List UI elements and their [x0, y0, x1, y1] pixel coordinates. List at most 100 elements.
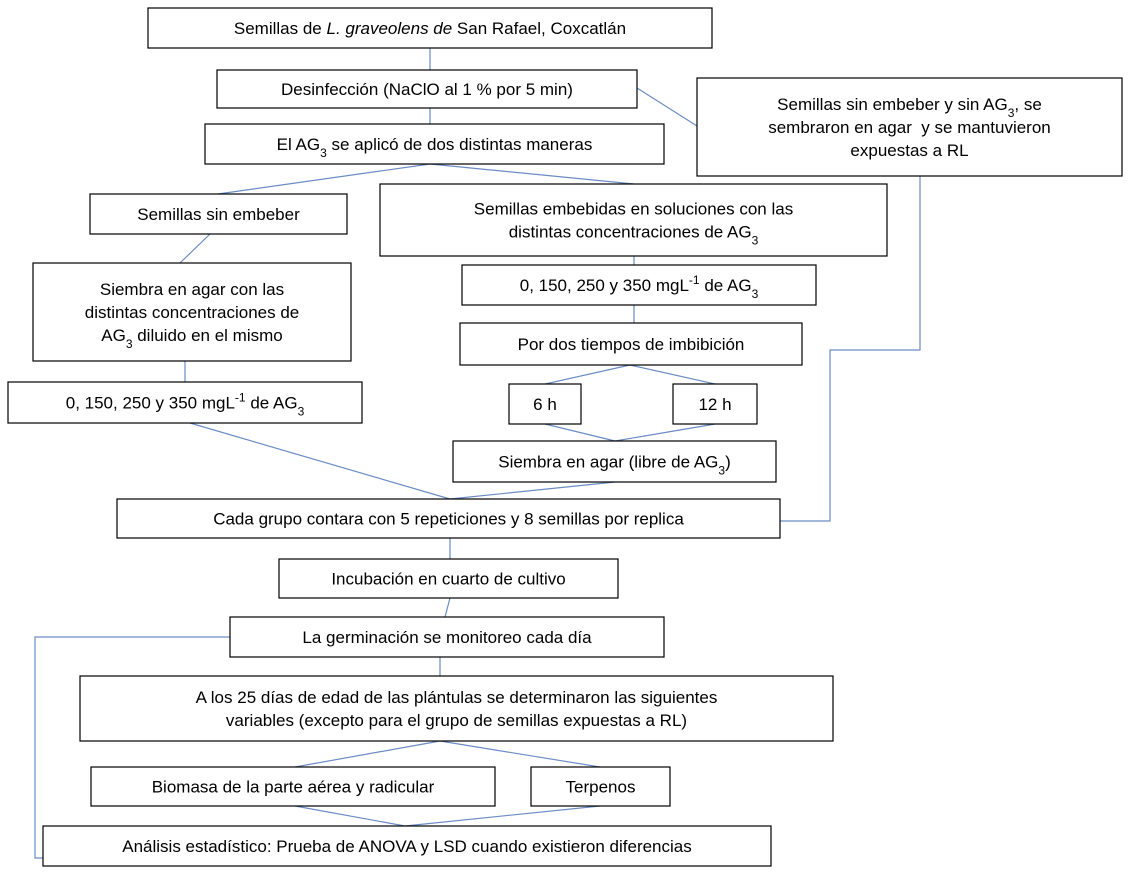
- connector: [544, 364, 631, 385]
- connector: [629, 364, 716, 385]
- node-box: [229, 616, 665, 658]
- connector: [636, 87, 698, 127]
- node: Semillas sin embeber y sin AG3, sesembra…: [696, 77, 1123, 177]
- text-run: 12 h: [698, 395, 731, 414]
- text-run: 3: [126, 337, 133, 351]
- text-run: Semillas sin embeber: [137, 205, 300, 224]
- text-run: variables (excepto para el grupo de semi…: [226, 711, 687, 730]
- node-text: Incubación en cuarto de cultivo: [331, 570, 565, 589]
- text-run: Semillas embebidas en soluciones con las: [474, 200, 793, 219]
- node: A los 25 días de edad de las plántulas s…: [79, 675, 834, 742]
- node-box: [42, 825, 772, 867]
- connector: [614, 423, 716, 442]
- text-run: diluido en el mismo: [133, 326, 283, 345]
- node-box: [116, 498, 781, 539]
- node-box: [672, 383, 758, 425]
- text-run: L. graveolens de: [327, 19, 453, 38]
- node-text: Semillas sin embeber y sin AG3, se: [777, 95, 1042, 120]
- node-text: Semillas de L. graveolens de San Rafael,…: [234, 19, 626, 38]
- text-run: sembraron en agar y se mantuvieron: [768, 118, 1051, 137]
- connector: [294, 805, 406, 827]
- connector: [294, 740, 441, 768]
- node-box: [379, 183, 888, 257]
- node: Siembra en agar (libre de AG3): [452, 440, 777, 483]
- text-run: Semillas sin embeber y sin AG: [777, 95, 1008, 114]
- text-run: 3: [1008, 106, 1015, 120]
- node-text: 0, 150, 250 y 350 mgL-1 de AG3: [520, 273, 759, 301]
- text-run: distintas concentraciones de: [85, 303, 300, 322]
- text-run: Semillas de: [234, 19, 327, 38]
- text-run: ): [725, 453, 731, 472]
- text-run: 6 h: [533, 395, 557, 414]
- text-run: Cada grupo contara con 5 repeticiones y …: [213, 510, 684, 529]
- node: Semillas sin embeber: [89, 193, 348, 235]
- node-text: A los 25 días de edad de las plántulas s…: [196, 688, 718, 707]
- node: 12 h: [672, 383, 758, 425]
- node-text: distintas concentraciones de: [85, 303, 300, 322]
- node-box: [7, 381, 363, 424]
- text-run: Siembra en agar con las: [100, 280, 284, 299]
- text-run: Terpenos: [566, 778, 636, 797]
- node-text: 0, 150, 250 y 350 mgL-1 de AG3: [66, 391, 305, 419]
- node-box: [508, 383, 582, 425]
- text-run: AG: [101, 326, 126, 345]
- node-text: Siembra en agar (libre de AG3): [498, 453, 731, 478]
- node-box: [452, 440, 777, 483]
- text-run: A los 25 días de edad de las plántulas s…: [196, 688, 718, 707]
- node-text: sembraron en agar y se mantuvieron: [768, 118, 1051, 137]
- text-run: Desinfección (NaClO al 1 % por 5 min): [281, 80, 573, 99]
- node-box: [278, 558, 619, 599]
- node-box: [147, 7, 713, 49]
- node-text: expuestas a RL: [850, 141, 968, 160]
- node: El AG3 se aplicó de dos distintas manera…: [204, 123, 665, 165]
- node-box: [459, 322, 803, 366]
- node-box: [32, 262, 352, 362]
- node-box: [461, 264, 817, 306]
- node: 0, 150, 250 y 350 mgL-1 de AG3: [7, 381, 363, 424]
- node: Semillas embebidas en soluciones con las…: [379, 183, 888, 257]
- text-run: 3: [718, 464, 725, 478]
- text-run: -1: [689, 273, 700, 287]
- connector: [189, 422, 451, 500]
- node: 6 h: [508, 383, 582, 425]
- connector: [404, 805, 601, 827]
- text-run: Biomasa de la parte aérea y radicular: [152, 778, 435, 797]
- text-run: La germinación se monitoreo cada día: [302, 628, 592, 647]
- text-run: 3: [752, 234, 759, 248]
- node-text: AG3 diluido en el mismo: [101, 326, 283, 351]
- node-box: [530, 766, 671, 807]
- connector: [179, 233, 211, 264]
- node-text: 6 h: [533, 395, 557, 414]
- node-text: Semillas sin embeber: [137, 205, 300, 224]
- node-text: Biomasa de la parte aérea y radicular: [152, 778, 435, 797]
- text-run: 3: [752, 287, 759, 301]
- connector: [429, 163, 635, 185]
- text-run: expuestas a RL: [850, 141, 968, 160]
- node-text: Terpenos: [566, 778, 636, 797]
- node-box: [79, 675, 834, 742]
- text-run: de AG: [246, 394, 298, 413]
- node-box: [89, 193, 348, 235]
- node: Cada grupo contara con 5 repeticiones y …: [116, 498, 781, 539]
- node: Incubación en cuarto de cultivo: [278, 558, 619, 599]
- node: Semillas de L. graveolens de San Rafael,…: [147, 7, 713, 49]
- node-box: [90, 766, 496, 807]
- text-run: , se: [1014, 95, 1041, 114]
- text-run: 3: [298, 405, 305, 419]
- node: Biomasa de la parte aérea y radicular: [90, 766, 496, 807]
- node: Por dos tiempos de imbibición: [459, 322, 803, 366]
- node-box: [696, 77, 1123, 177]
- connector: [34, 636, 230, 859]
- text-run: se aplicó de dos distintas maneras: [327, 135, 593, 154]
- node: Terpenos: [530, 766, 671, 807]
- node-box: [216, 69, 638, 109]
- connectors: [34, 48, 921, 859]
- node-text: Por dos tiempos de imbibición: [518, 335, 745, 354]
- text-run: 3: [320, 146, 327, 160]
- node-text: variables (excepto para el grupo de semi…: [226, 711, 687, 730]
- node-text: 12 h: [698, 395, 731, 414]
- text-run: Incubación en cuarto de cultivo: [331, 570, 565, 589]
- text-run: Por dos tiempos de imbibición: [518, 335, 745, 354]
- connector: [780, 176, 921, 522]
